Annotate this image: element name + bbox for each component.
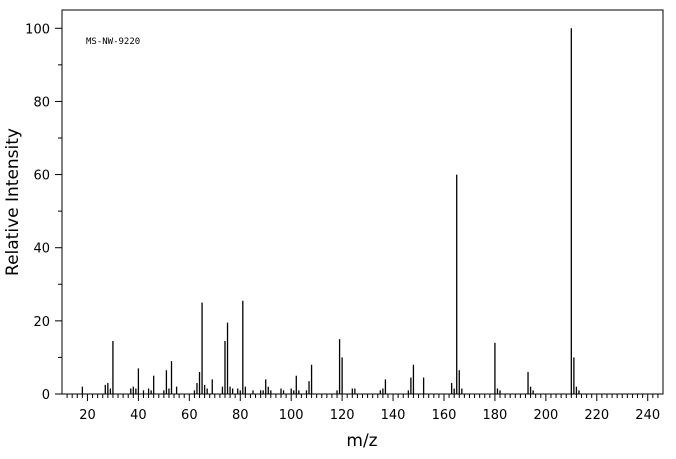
x-tick-label: 200 [533, 408, 558, 423]
x-tick-label: 60 [181, 408, 198, 423]
y-tick-label: 80 [33, 95, 50, 110]
peak-series [81, 28, 580, 394]
y-tick-label: 60 [33, 169, 50, 184]
y-axis: 0 20 40 60 80 100 [25, 22, 62, 403]
spectrum-id-annotation: MS-NW-9220 [86, 37, 140, 47]
x-tick-label: 40 [130, 408, 147, 423]
x-axis-title: m/z [346, 431, 377, 451]
y-axis-title: Relative Intensity [3, 128, 23, 276]
x-axis: 20 40 60 80 100 120 140 160 180 200 220 240 [66, 394, 660, 423]
x-tick-label: 160 [432, 408, 457, 423]
x-tick-label: 140 [381, 408, 406, 423]
x-tick-label: 120 [330, 408, 355, 423]
y-tick-label: 0 [42, 388, 50, 403]
y-tick-label: 100 [25, 22, 50, 37]
y-tick-label: 20 [33, 315, 50, 330]
x-tick-label: 20 [79, 408, 96, 423]
y-tick-label: 40 [33, 242, 50, 257]
x-tick-label: 180 [483, 408, 508, 423]
plot-frame [61, 9, 664, 395]
x-tick-label: 220 [584, 408, 609, 423]
x-tick-label: 240 [635, 408, 660, 423]
x-tick-label: 80 [232, 408, 249, 423]
x-tick-label: 100 [279, 408, 304, 423]
